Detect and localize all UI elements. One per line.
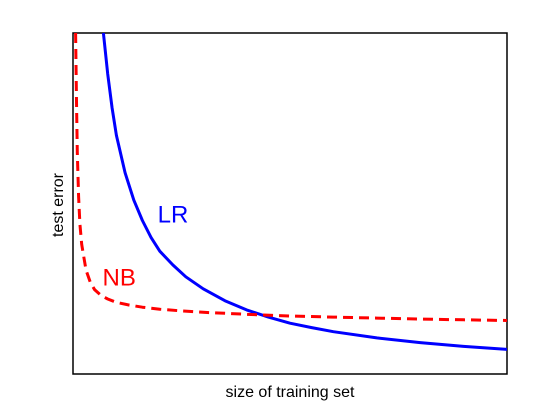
x-axis-label: size of training set	[226, 384, 356, 401]
series-label-lr: LR	[158, 201, 189, 228]
y-axis-label: test error	[50, 172, 67, 237]
series-line-nb	[74, 33, 507, 322]
annotation-layer: LR NB	[103, 201, 189, 291]
plot-area-border	[72, 32, 508, 375]
series-layer	[74, 33, 507, 351]
series-label-nb: NB	[103, 264, 136, 291]
series-line-lr	[101, 33, 507, 351]
